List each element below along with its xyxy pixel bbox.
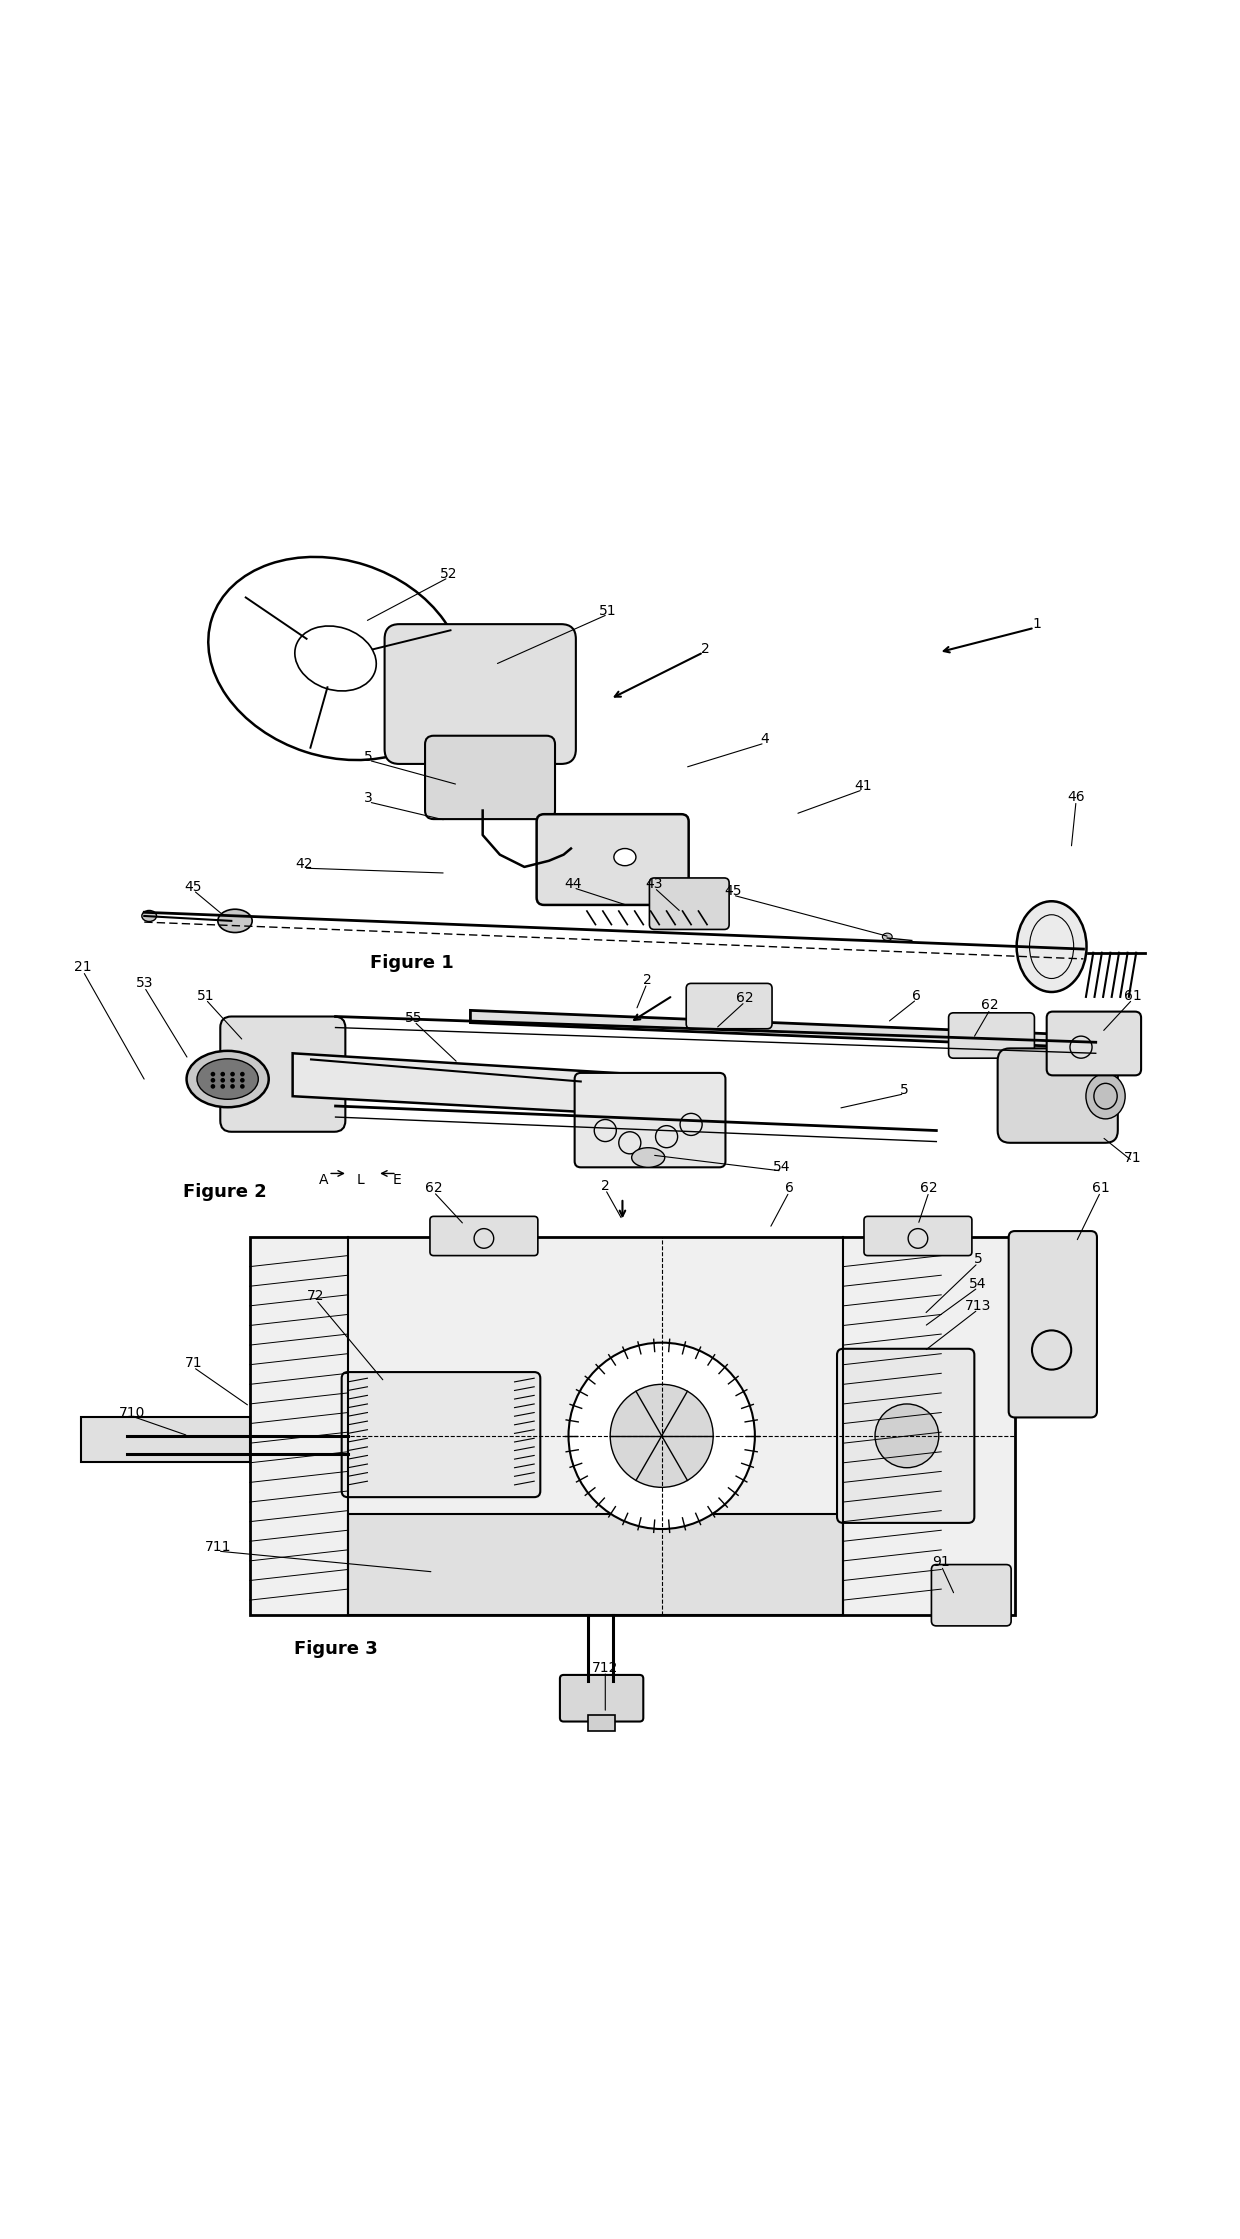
Circle shape xyxy=(241,1077,244,1084)
Ellipse shape xyxy=(883,934,893,940)
FancyBboxPatch shape xyxy=(347,1514,843,1614)
Text: L: L xyxy=(356,1173,363,1187)
Text: 4: 4 xyxy=(760,732,769,746)
Text: 45: 45 xyxy=(724,884,742,898)
Text: 5: 5 xyxy=(973,1252,982,1267)
FancyBboxPatch shape xyxy=(949,1012,1034,1059)
FancyBboxPatch shape xyxy=(1008,1231,1097,1417)
Text: 61: 61 xyxy=(1091,1182,1110,1196)
Text: 6: 6 xyxy=(913,990,921,1003)
Text: 72: 72 xyxy=(308,1290,325,1303)
Text: 43: 43 xyxy=(646,878,663,891)
Ellipse shape xyxy=(631,1149,665,1167)
Text: 712: 712 xyxy=(591,1661,619,1675)
Text: 6: 6 xyxy=(785,1182,794,1196)
FancyBboxPatch shape xyxy=(837,1348,975,1523)
Text: 53: 53 xyxy=(135,976,153,990)
Text: 54: 54 xyxy=(773,1160,791,1173)
Circle shape xyxy=(568,1343,755,1529)
Text: 711: 711 xyxy=(205,1540,231,1554)
Circle shape xyxy=(610,1384,713,1487)
Circle shape xyxy=(231,1077,234,1084)
Text: E: E xyxy=(393,1173,402,1187)
Text: A: A xyxy=(319,1173,329,1187)
FancyBboxPatch shape xyxy=(560,1675,644,1722)
FancyBboxPatch shape xyxy=(425,737,556,819)
Text: 44: 44 xyxy=(564,878,582,891)
Ellipse shape xyxy=(186,1050,269,1108)
Text: 51: 51 xyxy=(197,990,215,1003)
Text: 61: 61 xyxy=(1123,990,1141,1003)
Text: 55: 55 xyxy=(405,1010,423,1025)
FancyBboxPatch shape xyxy=(864,1216,972,1256)
Circle shape xyxy=(241,1072,244,1077)
Circle shape xyxy=(241,1084,244,1088)
FancyBboxPatch shape xyxy=(998,1048,1117,1142)
FancyBboxPatch shape xyxy=(588,1715,615,1731)
Text: 71: 71 xyxy=(185,1357,202,1370)
Text: 54: 54 xyxy=(970,1276,987,1292)
Circle shape xyxy=(221,1077,226,1084)
Circle shape xyxy=(231,1072,234,1077)
FancyBboxPatch shape xyxy=(221,1017,346,1131)
Text: 2: 2 xyxy=(642,972,651,987)
Text: Figure 2: Figure 2 xyxy=(184,1182,267,1200)
FancyBboxPatch shape xyxy=(1047,1012,1141,1075)
FancyBboxPatch shape xyxy=(384,625,575,763)
FancyBboxPatch shape xyxy=(574,1072,725,1167)
Circle shape xyxy=(221,1084,226,1088)
FancyBboxPatch shape xyxy=(537,815,688,905)
Polygon shape xyxy=(293,1052,655,1115)
FancyBboxPatch shape xyxy=(430,1216,538,1256)
Text: 41: 41 xyxy=(854,779,872,793)
FancyBboxPatch shape xyxy=(931,1565,1011,1626)
Circle shape xyxy=(211,1084,216,1088)
Text: 91: 91 xyxy=(932,1556,950,1570)
Text: Figure 1: Figure 1 xyxy=(370,954,454,972)
Polygon shape xyxy=(470,1010,1078,1048)
Text: 1: 1 xyxy=(1033,618,1042,631)
FancyBboxPatch shape xyxy=(249,1238,1014,1614)
Circle shape xyxy=(875,1404,939,1469)
Text: 62: 62 xyxy=(425,1182,443,1196)
Text: 51: 51 xyxy=(599,605,616,618)
Text: 21: 21 xyxy=(74,961,92,974)
FancyBboxPatch shape xyxy=(686,983,773,1028)
Ellipse shape xyxy=(197,1059,258,1099)
Circle shape xyxy=(221,1072,226,1077)
Text: Figure 3: Figure 3 xyxy=(294,1641,377,1659)
Ellipse shape xyxy=(218,909,252,931)
Text: 5: 5 xyxy=(900,1084,909,1097)
Text: 710: 710 xyxy=(119,1406,145,1420)
Text: 5: 5 xyxy=(365,750,373,763)
Text: 2: 2 xyxy=(601,1178,610,1193)
Circle shape xyxy=(211,1072,216,1077)
Circle shape xyxy=(231,1084,234,1088)
Ellipse shape xyxy=(614,849,636,866)
Text: 2: 2 xyxy=(702,643,711,656)
Ellipse shape xyxy=(141,911,156,922)
Text: 45: 45 xyxy=(185,880,202,893)
Ellipse shape xyxy=(115,1431,139,1460)
FancyBboxPatch shape xyxy=(342,1373,541,1498)
FancyBboxPatch shape xyxy=(81,1417,249,1462)
Ellipse shape xyxy=(1086,1072,1125,1120)
Text: 62: 62 xyxy=(737,992,754,1005)
Text: 52: 52 xyxy=(440,566,458,580)
Text: 713: 713 xyxy=(965,1299,991,1312)
FancyBboxPatch shape xyxy=(650,878,729,929)
Circle shape xyxy=(211,1077,216,1084)
Text: 3: 3 xyxy=(365,790,373,806)
Text: 42: 42 xyxy=(295,858,312,871)
Ellipse shape xyxy=(1017,902,1086,992)
Text: 46: 46 xyxy=(1068,790,1085,804)
Text: 62: 62 xyxy=(982,999,999,1012)
Text: 62: 62 xyxy=(920,1182,937,1196)
Text: 71: 71 xyxy=(1123,1151,1141,1164)
